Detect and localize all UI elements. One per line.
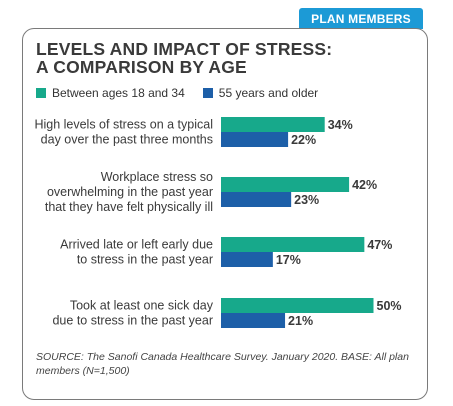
value-label-series-1-category-4: 50%: [377, 299, 402, 313]
category-label-2-line-1: Workplace stress so: [101, 170, 213, 184]
legend-swatch-series-1: [36, 88, 46, 98]
legend-label-series-2: 55 years and older: [218, 86, 319, 100]
value-label-series-1-category-1: 34%: [328, 118, 353, 132]
category-label-1-line-1: High levels of stress on a typical: [34, 118, 213, 132]
category-label-1-line-2: day over the past three months: [41, 133, 213, 147]
value-label-series-2-category-1: 22%: [291, 133, 316, 147]
category-label-4-line-2: due to stress in the past year: [52, 314, 213, 328]
bar-series-2-category-4: [221, 313, 286, 328]
chart-title-line-2: A COMPARISON BY AGE: [36, 57, 247, 77]
value-label-series-1-category-3: 47%: [367, 238, 392, 252]
chart-title-line-1: LEVELS AND IMPACT OF STRESS:: [36, 39, 333, 59]
bar-series-1-category-4: [221, 298, 374, 313]
legend-item-series-2: 55 years and older: [202, 86, 319, 100]
value-label-series-2-category-2: 23%: [294, 193, 319, 207]
source-note: SOURCE: The Sanofi Canada Healthcare Sur…: [36, 351, 409, 377]
legend-swatch-series-2: [202, 88, 213, 98]
bar-series-1-category-3: [221, 237, 365, 252]
bar-series-2-category-3: [221, 252, 273, 267]
category-label-4-line-1: Took at least one sick day: [70, 299, 214, 313]
category-label-3-line-2: to stress in the past year: [77, 253, 213, 267]
chart-title: LEVELS AND IMPACT OF STRESS: A COMPARISO…: [36, 40, 336, 76]
category-label-3-line-1: Arrived late or left early due: [60, 238, 213, 252]
legend-item-series-1: Between ages 18 and 34: [36, 86, 185, 100]
category-label-2-line-2: overwhelming in the past year: [47, 185, 213, 199]
bar-series-1-category-2: [221, 177, 350, 192]
category-label-2-line-3: that they have felt physically ill: [45, 200, 213, 214]
chart-panel: [22, 28, 428, 400]
value-label-series-1-category-2: 42%: [352, 178, 377, 192]
bar-series-2-category-1: [221, 132, 289, 147]
value-label-series-2-category-3: 17%: [276, 253, 301, 267]
legend-label-series-1: Between ages 18 and 34: [52, 86, 185, 100]
plan-members-tab: PLAN MEMBERS: [299, 8, 423, 29]
value-label-series-2-category-4: 21%: [288, 314, 313, 328]
chart-legend: Between ages 18 and 34 55 years and olde…: [36, 86, 336, 100]
bar-series-1-category-1: [221, 117, 325, 132]
bar-series-2-category-2: [221, 192, 292, 207]
